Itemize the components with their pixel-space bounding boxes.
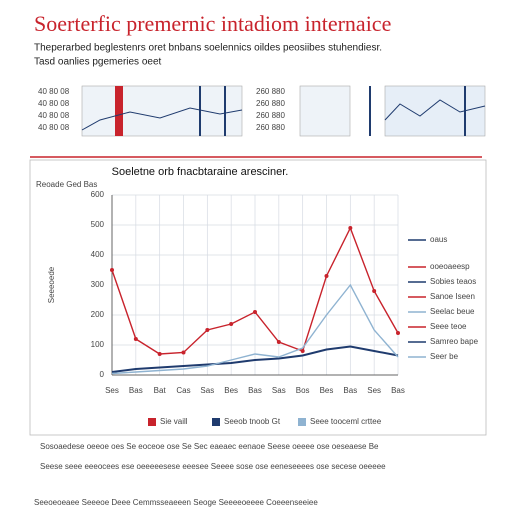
y-tick-label: 600 xyxy=(91,190,105,199)
subtitle: Theperarbed beglestenrs oret bnbans soel… xyxy=(34,43,382,54)
legend-label: Seeob tnoob Gt xyxy=(224,417,281,426)
side-legend-label: Seee teoe xyxy=(430,322,467,331)
footer-text: Seeoeoeaee Seeeoe Deee Cemmsseaeeen Seog… xyxy=(34,498,318,507)
x-tick-label: Bas xyxy=(343,386,357,395)
thumbnail-label: 40 80 08 xyxy=(38,111,70,120)
data-point xyxy=(253,310,257,314)
data-point xyxy=(372,289,377,293)
side-legend-label: Seelac beue xyxy=(430,307,475,316)
footer-text: Sosoaedese oeeoe oes Se eoceoe ose Se Se… xyxy=(40,442,379,451)
x-tick-label: Bas xyxy=(391,386,405,395)
x-tick-label: Bes xyxy=(224,386,238,395)
data-point xyxy=(300,349,305,353)
y-tick-label: 500 xyxy=(91,220,105,229)
data-point xyxy=(348,226,353,230)
corner-label: Reoade Ged Bas xyxy=(36,180,97,189)
data-point xyxy=(181,350,186,355)
legend-swatch xyxy=(148,418,156,426)
y-tick-label: 100 xyxy=(91,340,105,349)
x-tick-label: Ses xyxy=(105,386,119,395)
note: Tasd oanlies pgemeries oeet xyxy=(34,57,162,68)
x-tick-label: Bas xyxy=(129,386,143,395)
x-tick-label: Sas xyxy=(200,386,214,395)
x-tick-label: Bos xyxy=(296,386,310,395)
data-point xyxy=(157,352,162,356)
thumbnail-label: 260 880 xyxy=(256,111,285,120)
series-line xyxy=(111,283,399,375)
thumbnail-label: 40 80 08 xyxy=(38,87,70,96)
data-point xyxy=(396,331,400,335)
x-tick-label: Cas xyxy=(176,386,190,395)
legend-swatch xyxy=(212,418,220,426)
y-tick-label: 0 xyxy=(100,370,105,379)
data-point xyxy=(110,268,114,272)
data-point xyxy=(324,274,329,278)
thumbnail-label: 260 880 xyxy=(256,99,285,108)
x-tick-label: Bas xyxy=(248,386,262,395)
thumbnail-label: 260 880 xyxy=(256,123,285,132)
x-tick-label: Ses xyxy=(367,386,381,395)
data-point xyxy=(229,322,234,326)
x-tick-label: Sas xyxy=(272,386,286,395)
thumbnail-label: 40 80 08 xyxy=(38,123,70,132)
y-axis-label: Seeeoede xyxy=(47,266,56,303)
x-tick-label: Bat xyxy=(154,386,167,395)
x-tick-label: Bes xyxy=(320,386,334,395)
series-line xyxy=(111,345,399,373)
y-tick-label: 200 xyxy=(91,310,105,319)
data-point xyxy=(205,328,210,332)
side-legend-label: ooeoaeesp xyxy=(430,262,470,271)
thumbnail xyxy=(81,85,243,137)
thumbnail-label: 40 80 08 xyxy=(38,99,70,108)
y-tick-label: 400 xyxy=(91,250,105,259)
legend-swatch xyxy=(298,418,306,426)
legend-label: Seee tooceml crttee xyxy=(310,417,382,426)
data-point xyxy=(133,337,138,341)
chart-title: Soeletne orb fnacbtaraine aresciner. xyxy=(112,166,289,178)
thumbnail xyxy=(299,85,486,137)
side-legend-label: Seer be xyxy=(430,352,459,361)
side-legend-label: Samreo bape xyxy=(430,337,479,346)
side-legend-label: Sobies teaos xyxy=(430,277,476,286)
legend-label: Sie vaill xyxy=(160,417,188,426)
side-legend-label: oaus xyxy=(430,235,447,244)
page-title: Soerterfic premernic intadiom internaice xyxy=(34,11,391,36)
footer-text: Seese seee eeeocees ese oeeeeesese eeese… xyxy=(40,462,386,471)
thumbnail-label: 260 880 xyxy=(256,87,285,96)
y-tick-label: 300 xyxy=(91,280,105,289)
data-point xyxy=(276,340,281,344)
side-legend-label: Sanoe Iseen xyxy=(430,292,475,301)
